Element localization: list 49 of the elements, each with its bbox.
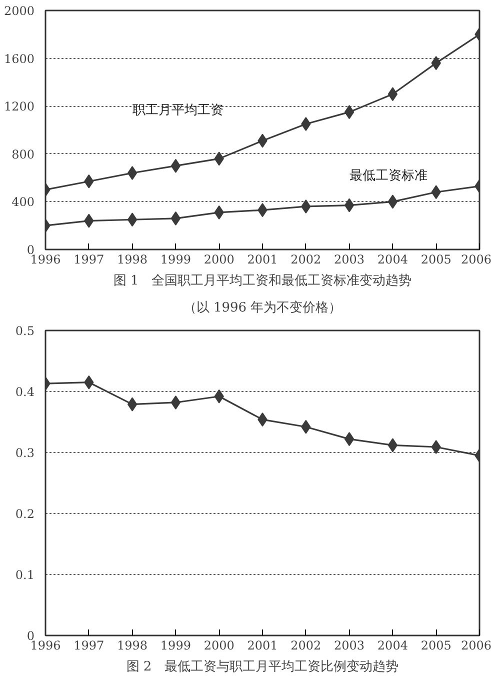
point [170,158,181,173]
y-tick-label: 800 [12,147,34,162]
point [344,105,354,120]
point [388,194,398,209]
x-tick-label: 2006 [460,252,491,266]
x-tick-label: 2001 [247,252,278,266]
text: 图 1 全国职工月平均工资和最低工资标准变动趋势 [113,274,412,288]
y-tick-label: 0.3 [15,446,35,460]
x-tick-label: 1998 [117,252,148,266]
x-tick-label: 2006 [460,638,491,652]
text: 职工月平均工资 [132,103,224,118]
y-tick-label: 2000 [4,4,35,18]
x-tick-label: 1997 [74,252,104,266]
x-tick-label: 2004 [377,252,408,266]
x-tick-label: 1996 [30,252,61,266]
point [127,212,138,227]
x-tick-label: 2001 [247,638,278,652]
x-tick-label: 2004 [377,638,408,652]
y-tick-label: 1600 [4,52,35,66]
x-tick-label: 2005 [420,638,452,652]
point [170,211,181,226]
x-tick-label: 1996 [30,638,61,652]
x-tick-label: 2000 [204,252,234,266]
point [127,166,138,180]
point [344,198,354,212]
x-tick-label: 2002 [290,252,322,266]
y-tick-label: 0.5 [15,324,35,338]
text: 图 2 最低工资与职工月平均工资比例变动趋势 [126,660,399,674]
x-tick-label: 1999 [160,638,191,652]
y-tick-label: 0.4 [15,385,35,399]
x-tick-label: 1997 [74,638,104,652]
x-tick-label: 2005 [420,252,452,266]
x-tick-label: 1998 [117,638,148,652]
point [344,432,354,446]
point [170,395,181,410]
y-tick-label: 0.1 [15,568,35,582]
x-tick-label: 2003 [334,252,365,266]
x-tick-label: 1999 [160,252,191,266]
y-tick-label: 400 [12,195,34,210]
point [388,438,398,452]
y-tick-label: 1200 [4,100,35,114]
series-label: 最低工资标准 [349,168,428,184]
point [388,87,398,102]
x-tick-label: 2002 [290,638,322,652]
text: （以 1996 年为不变价格） [183,300,342,316]
point [127,397,138,412]
x-tick-label: 2000 [204,638,234,652]
y-tick-label: 0.2 [15,507,35,521]
x-tick-label: 2003 [334,638,365,652]
